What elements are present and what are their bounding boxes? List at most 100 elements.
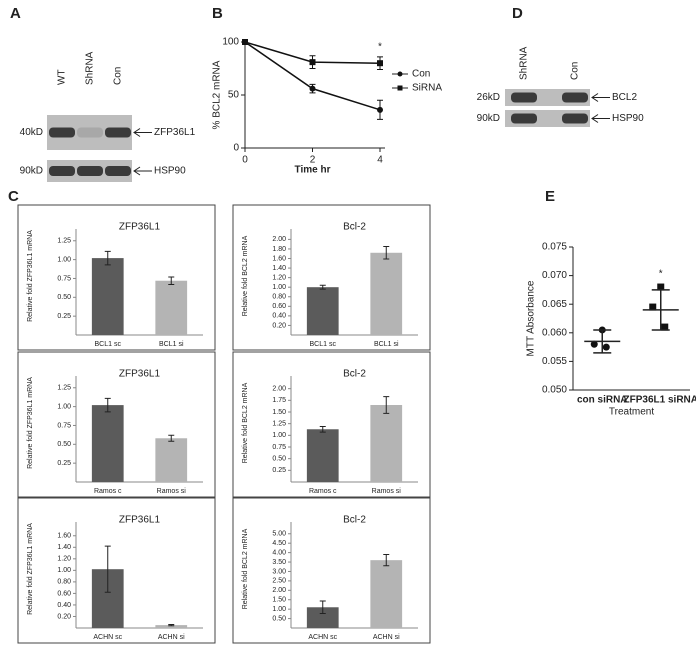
- y-tick-label: 5.00: [272, 531, 286, 538]
- y-tick-label: 0.055: [542, 356, 567, 367]
- x-axis-label: Treatment: [609, 407, 654, 418]
- chart-frame: [232, 204, 431, 351]
- marker: [397, 85, 403, 91]
- blot-band: [105, 166, 131, 176]
- y-tick-label: 1.00: [57, 567, 71, 574]
- blot-band: [105, 127, 131, 138]
- band-size: 40kD: [20, 127, 43, 138]
- y-tick-label: 1.00: [272, 606, 286, 613]
- y-axis-label: Relative fold ZFP36L1 mRNA: [27, 523, 34, 615]
- lane-label: ShRNA: [85, 51, 96, 85]
- y-tick-label: 0.50: [272, 456, 286, 463]
- blot-band: [77, 166, 103, 176]
- bar: [91, 258, 124, 335]
- x-tick-label: 0: [242, 155, 248, 166]
- y-tick-label: 0.075: [542, 242, 567, 253]
- chart-frame: [232, 351, 431, 498]
- y-tick-label: 0.060: [542, 327, 567, 338]
- y-axis-label: Relative fold BCL2 mRNA: [242, 528, 249, 609]
- bar: [306, 607, 339, 628]
- panel-label: E: [545, 188, 555, 205]
- error-bar: [168, 276, 175, 285]
- legend-label: SiRNA: [412, 83, 442, 94]
- error-bar: [319, 425, 326, 433]
- error-bar: [651, 289, 670, 331]
- blot-band: [562, 113, 588, 124]
- blot-band: [49, 166, 75, 176]
- y-tick-label: 0.065: [542, 299, 567, 310]
- y-tick-label: 2.50: [272, 578, 286, 585]
- legend-label: Con: [412, 69, 430, 80]
- y-tick-label: 0.50: [272, 615, 286, 622]
- y-tick-label: 1.25: [272, 421, 286, 428]
- band-size: 90kD: [20, 166, 43, 177]
- y-tick-label: 4.00: [272, 549, 286, 556]
- bar: [155, 438, 188, 482]
- y-axis-label: MTT Absorbance: [526, 280, 537, 356]
- y-tick-label: 0.75: [57, 275, 71, 282]
- marker: [649, 303, 657, 311]
- y-tick-label: 1.40: [57, 544, 71, 551]
- chart-frame: [17, 497, 216, 644]
- y-tick-label: 2.00: [272, 386, 286, 393]
- y-axis-label: Relative fold ZFP36L1 mRNA: [27, 230, 34, 322]
- panel-label: C: [8, 188, 19, 205]
- band-protein: HSP90: [154, 166, 186, 177]
- panel-label: A: [10, 5, 21, 22]
- bar: [306, 287, 339, 335]
- y-tick-label: 1.80: [272, 246, 286, 253]
- chart-title: ZFP36L1: [119, 222, 161, 233]
- marker: [377, 60, 383, 67]
- bar: [370, 405, 403, 482]
- y-tick-label: 0.75: [57, 422, 71, 429]
- panel-label: D: [512, 5, 523, 22]
- lane-label: ShRNA: [519, 46, 530, 80]
- marker: [242, 39, 248, 45]
- marker: [309, 59, 316, 66]
- x-tick-label: ACHN si: [158, 634, 185, 641]
- error-bar: [319, 284, 326, 290]
- chart-title: ZFP36L1: [119, 369, 161, 380]
- x-tick-label: 2: [310, 155, 316, 166]
- y-tick-label: 4.50: [272, 540, 286, 547]
- series-line: [244, 41, 381, 111]
- x-axis-label: Time hr: [295, 165, 331, 176]
- y-tick-label: 0.75: [272, 444, 286, 451]
- y-tick-label: 1.40: [272, 265, 286, 272]
- y-tick-label: 100: [222, 37, 239, 48]
- arrow-head: [591, 114, 599, 123]
- x-tick-label: ZFP36L1 siRNA: [624, 395, 696, 406]
- error-bar: [383, 396, 390, 414]
- band-size: 26kD: [477, 92, 500, 103]
- y-tick-label: 1.25: [57, 238, 71, 245]
- error-bar: [104, 545, 111, 593]
- annotation: *: [378, 41, 382, 52]
- marker: [602, 343, 610, 351]
- error-bar: [104, 250, 111, 266]
- y-tick-label: 3.50: [272, 559, 286, 566]
- y-tick-label: 0.25: [57, 460, 71, 467]
- y-tick-label: 1.75: [272, 397, 286, 404]
- bar: [370, 252, 403, 335]
- error-bar: [168, 624, 175, 627]
- lane-label: Con: [113, 67, 124, 85]
- marker: [377, 106, 383, 113]
- y-tick-label: 0.60: [272, 303, 286, 310]
- x-tick-label: ACHN si: [373, 634, 400, 641]
- error-bar: [168, 434, 175, 442]
- annotation: *: [659, 269, 663, 280]
- x-tick-label: con siRNA: [577, 395, 628, 406]
- y-tick-label: 1.20: [57, 556, 71, 563]
- panel-label: B: [212, 5, 223, 22]
- band-size: 90kD: [477, 113, 500, 124]
- x-tick-label: BCL1 si: [159, 341, 184, 348]
- y-axis-label: Relative fold ZFP36L1 mRNA: [27, 377, 34, 469]
- error-bar: [593, 329, 612, 354]
- y-tick-label: 0.25: [57, 313, 71, 320]
- x-tick-label: ACHN sc: [93, 634, 122, 641]
- bar: [155, 280, 188, 335]
- y-tick-label: 1.00: [272, 432, 286, 439]
- marker: [397, 71, 403, 77]
- blot-band: [49, 127, 75, 138]
- bar: [155, 625, 188, 628]
